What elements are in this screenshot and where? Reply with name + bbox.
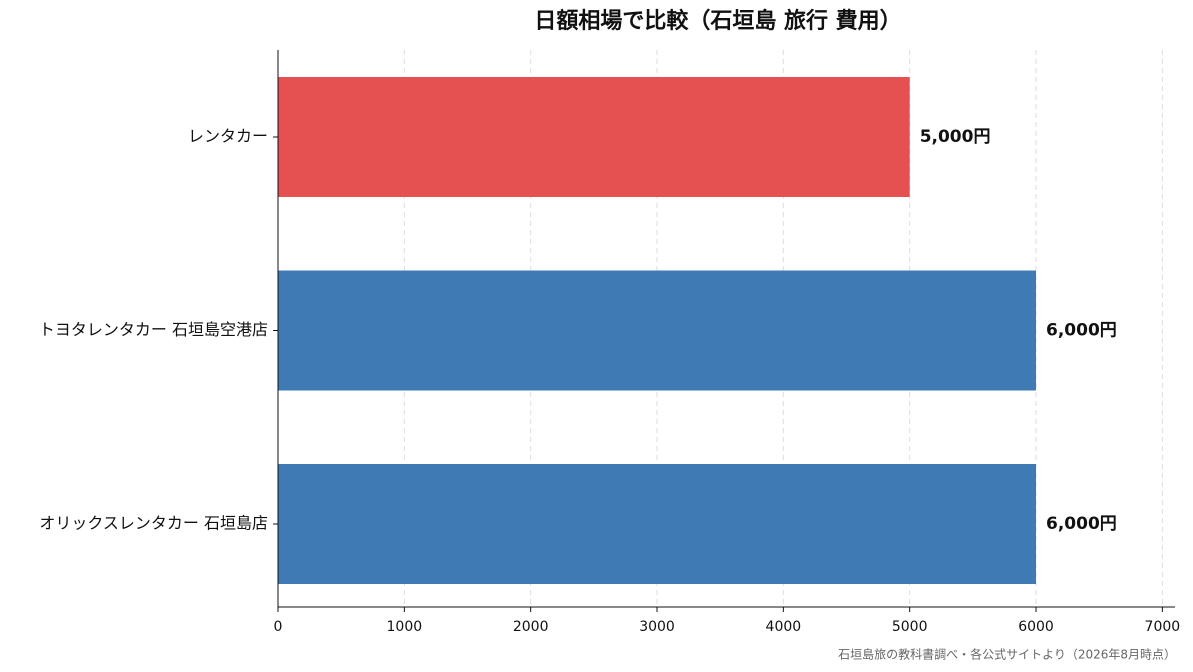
bar: [278, 270, 1037, 391]
chart-title: 日額相場で比較（石垣島 旅行 費用）: [534, 8, 901, 34]
value-label: 5,000円: [920, 127, 991, 147]
y-tick-label: レンタカー: [188, 127, 268, 146]
value-label: 6,000円: [1046, 321, 1117, 341]
source-note: 石垣島旅の教科書調べ・各公式サイトより（2026年8月時点）: [838, 647, 1176, 662]
x-tick-label: 7000: [1145, 619, 1181, 635]
x-tick-label: 2000: [513, 619, 549, 635]
x-tick-label: 0: [274, 619, 283, 635]
x-tick-label: 4000: [766, 619, 802, 635]
x-tick-label: 6000: [1018, 619, 1054, 635]
value-label: 6,000円: [1046, 514, 1117, 534]
x-tick-label: 5000: [892, 619, 928, 635]
bar: [278, 464, 1037, 584]
x-tick-label: 1000: [387, 619, 423, 635]
y-tick-label: トヨタレンタカー 石垣島空港店: [39, 320, 268, 339]
x-tick-label: 3000: [639, 619, 675, 635]
bar: [278, 77, 910, 197]
y-tick-label: オリックスレンタカー 石垣島店: [39, 514, 268, 533]
